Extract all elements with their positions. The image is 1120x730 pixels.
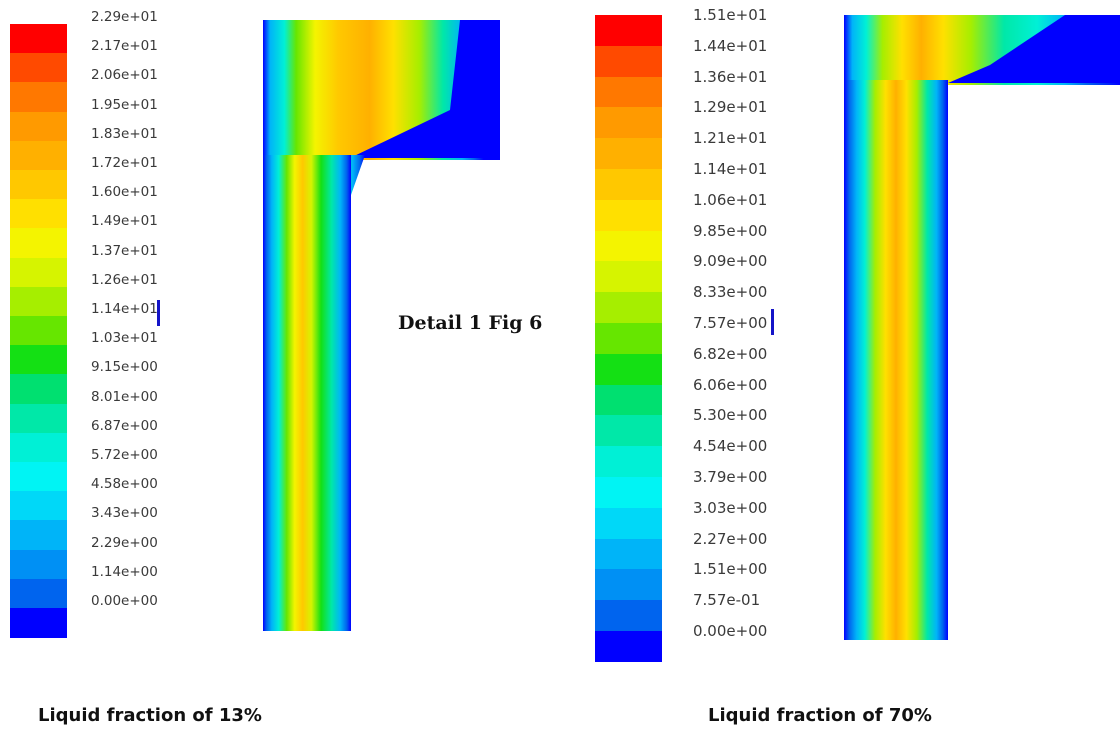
colorbar-band <box>10 578 67 609</box>
colorbar-band <box>595 45 662 78</box>
colorbar-tick-label: 0.00e+00 <box>91 593 158 609</box>
colorbar-tick-label: 1.14e+00 <box>91 563 158 580</box>
colorbar-tick-label: 1.49e+01 <box>91 213 158 230</box>
colorbar-band <box>10 549 67 580</box>
colorbar-band <box>10 491 67 521</box>
colorbar-tick-label: 7.57e-01 <box>693 591 761 610</box>
colorbar-tick-label: 4.58e+00 <box>91 476 158 493</box>
colorbar-band <box>10 53 67 83</box>
colorbar-band <box>595 446 662 478</box>
colorbar-band <box>595 569 662 601</box>
colorbar-band <box>595 261 662 293</box>
colorbar-tick-label: 1.51e+01 <box>693 6 768 24</box>
colorbar-band <box>10 82 67 113</box>
colorbar-band <box>595 538 662 570</box>
colorbar-band <box>10 286 67 317</box>
caption-right: Liquid fraction of 70% <box>708 705 932 726</box>
colorbar-band <box>595 169 662 201</box>
colorbar-tick-label: 6.06e+00 <box>693 375 768 394</box>
colorbar-tick-label: 3.03e+00 <box>693 498 768 517</box>
colorbar-tick-label: 1.95e+01 <box>91 96 158 113</box>
colorbar-band <box>10 24 67 54</box>
colorbar-tick-label: 1.06e+01 <box>693 190 768 209</box>
colorbar-tick-label: 8.01e+00 <box>91 388 158 405</box>
colorbar-band <box>595 353 662 386</box>
colorbar-tick-label: 1.21e+01 <box>693 129 768 148</box>
colorbar-band <box>10 462 67 492</box>
colorbar-tick-label: 1.36e+01 <box>693 67 768 86</box>
colorbar-tick-label: 1.14e+01 <box>693 160 768 178</box>
colorbar-band <box>595 507 662 540</box>
colorbar-tick-label: 1.51e+00 <box>693 560 768 579</box>
colorbar-band <box>10 199 67 229</box>
colorbar-tick-label: 7.57e+00 <box>693 314 768 332</box>
colorbar-tick-label: 1.26e+01 <box>91 271 158 288</box>
colorbar-tick-label: 1.83e+01 <box>91 125 158 142</box>
colorbar-tick-label: 9.09e+00 <box>693 252 768 271</box>
colorbar-band <box>595 384 662 416</box>
caption-left: Liquid fraction of 13% <box>38 705 262 726</box>
colorbar-tick-label: 6.82e+00 <box>693 344 768 363</box>
colorbar-band <box>10 140 67 171</box>
colorbar-band <box>595 15 662 47</box>
colorbar-tick-label: 1.60e+01 <box>91 184 158 201</box>
colorbar-band <box>10 374 67 405</box>
colorbar-marker <box>771 309 774 335</box>
colorbar-tick-label: 2.29e+01 <box>91 9 158 25</box>
colorbar-tick-label: 2.06e+01 <box>91 67 158 84</box>
contour-plot-right <box>844 15 1120 640</box>
colorbar-tick-label: 9.85e+00 <box>693 221 768 240</box>
colorbar-tick-label: 1.29e+01 <box>693 98 768 117</box>
colorbar-band <box>595 230 662 262</box>
colorbar-band <box>595 138 662 170</box>
colorbar-tick-label: 1.14e+01 <box>91 301 158 317</box>
colorbar-band <box>595 199 662 232</box>
colorbar-band <box>595 107 662 139</box>
colorbar-tick-label: 1.03e+01 <box>91 330 158 347</box>
colorbar-band <box>595 415 662 447</box>
colorbar-tick-label: 2.29e+00 <box>91 534 158 551</box>
colorbar-band <box>10 316 67 346</box>
colorbar-tick-label: 1.72e+01 <box>91 155 158 171</box>
colorbar-band <box>10 257 67 288</box>
colorbar-tick-label: 3.43e+00 <box>91 505 158 522</box>
colorbar-tick-label: 1.37e+01 <box>91 242 158 259</box>
colorbar-tick-label: 6.87e+00 <box>91 417 158 434</box>
colorbar-band <box>595 477 662 509</box>
contour-plot-left <box>263 20 500 631</box>
colorbar-tick-label: 2.17e+01 <box>91 38 158 55</box>
colorbar-band <box>595 292 662 324</box>
colorbar-tick-label: 2.27e+00 <box>693 529 768 548</box>
colorbar-marker <box>157 300 160 326</box>
colorbar-tick-label: 0.00e+00 <box>693 622 768 640</box>
colorbar-tick-label: 5.30e+00 <box>693 406 768 425</box>
detail-label: Detail 1 Fig 6 <box>398 312 543 334</box>
colorbar-band <box>595 631 662 663</box>
colorbar-band <box>595 600 662 632</box>
colorbar-right: 1.51e+01 1.44e+01 1.36e+01 1.29e+01 1.21e+01… <box>595 7 785 663</box>
colorbar-band <box>595 323 662 355</box>
colorbar-band <box>10 432 67 463</box>
colorbar-band <box>10 345 67 375</box>
colorbar-tick-label: 4.54e+00 <box>693 437 768 456</box>
colorbar-band <box>10 170 67 200</box>
colorbar-band <box>10 608 67 638</box>
colorbar-left: 2.29e+01 2.17e+01 2.06e+01 1.95e+01 1.83e+01… <box>10 9 170 638</box>
colorbar-band <box>595 76 662 108</box>
colorbar-tick-label: 1.44e+01 <box>693 36 768 55</box>
colorbar-tick-label: 8.33e+00 <box>693 283 768 302</box>
colorbar-band <box>10 228 67 259</box>
colorbar-band <box>10 111 67 142</box>
colorbar-band <box>10 520 67 551</box>
colorbar-tick-label: 5.72e+00 <box>91 447 158 463</box>
colorbar-tick-label: 9.15e+00 <box>91 359 158 376</box>
colorbar-band <box>10 403 67 434</box>
colorbar-tick-label: 3.79e+00 <box>693 468 768 486</box>
